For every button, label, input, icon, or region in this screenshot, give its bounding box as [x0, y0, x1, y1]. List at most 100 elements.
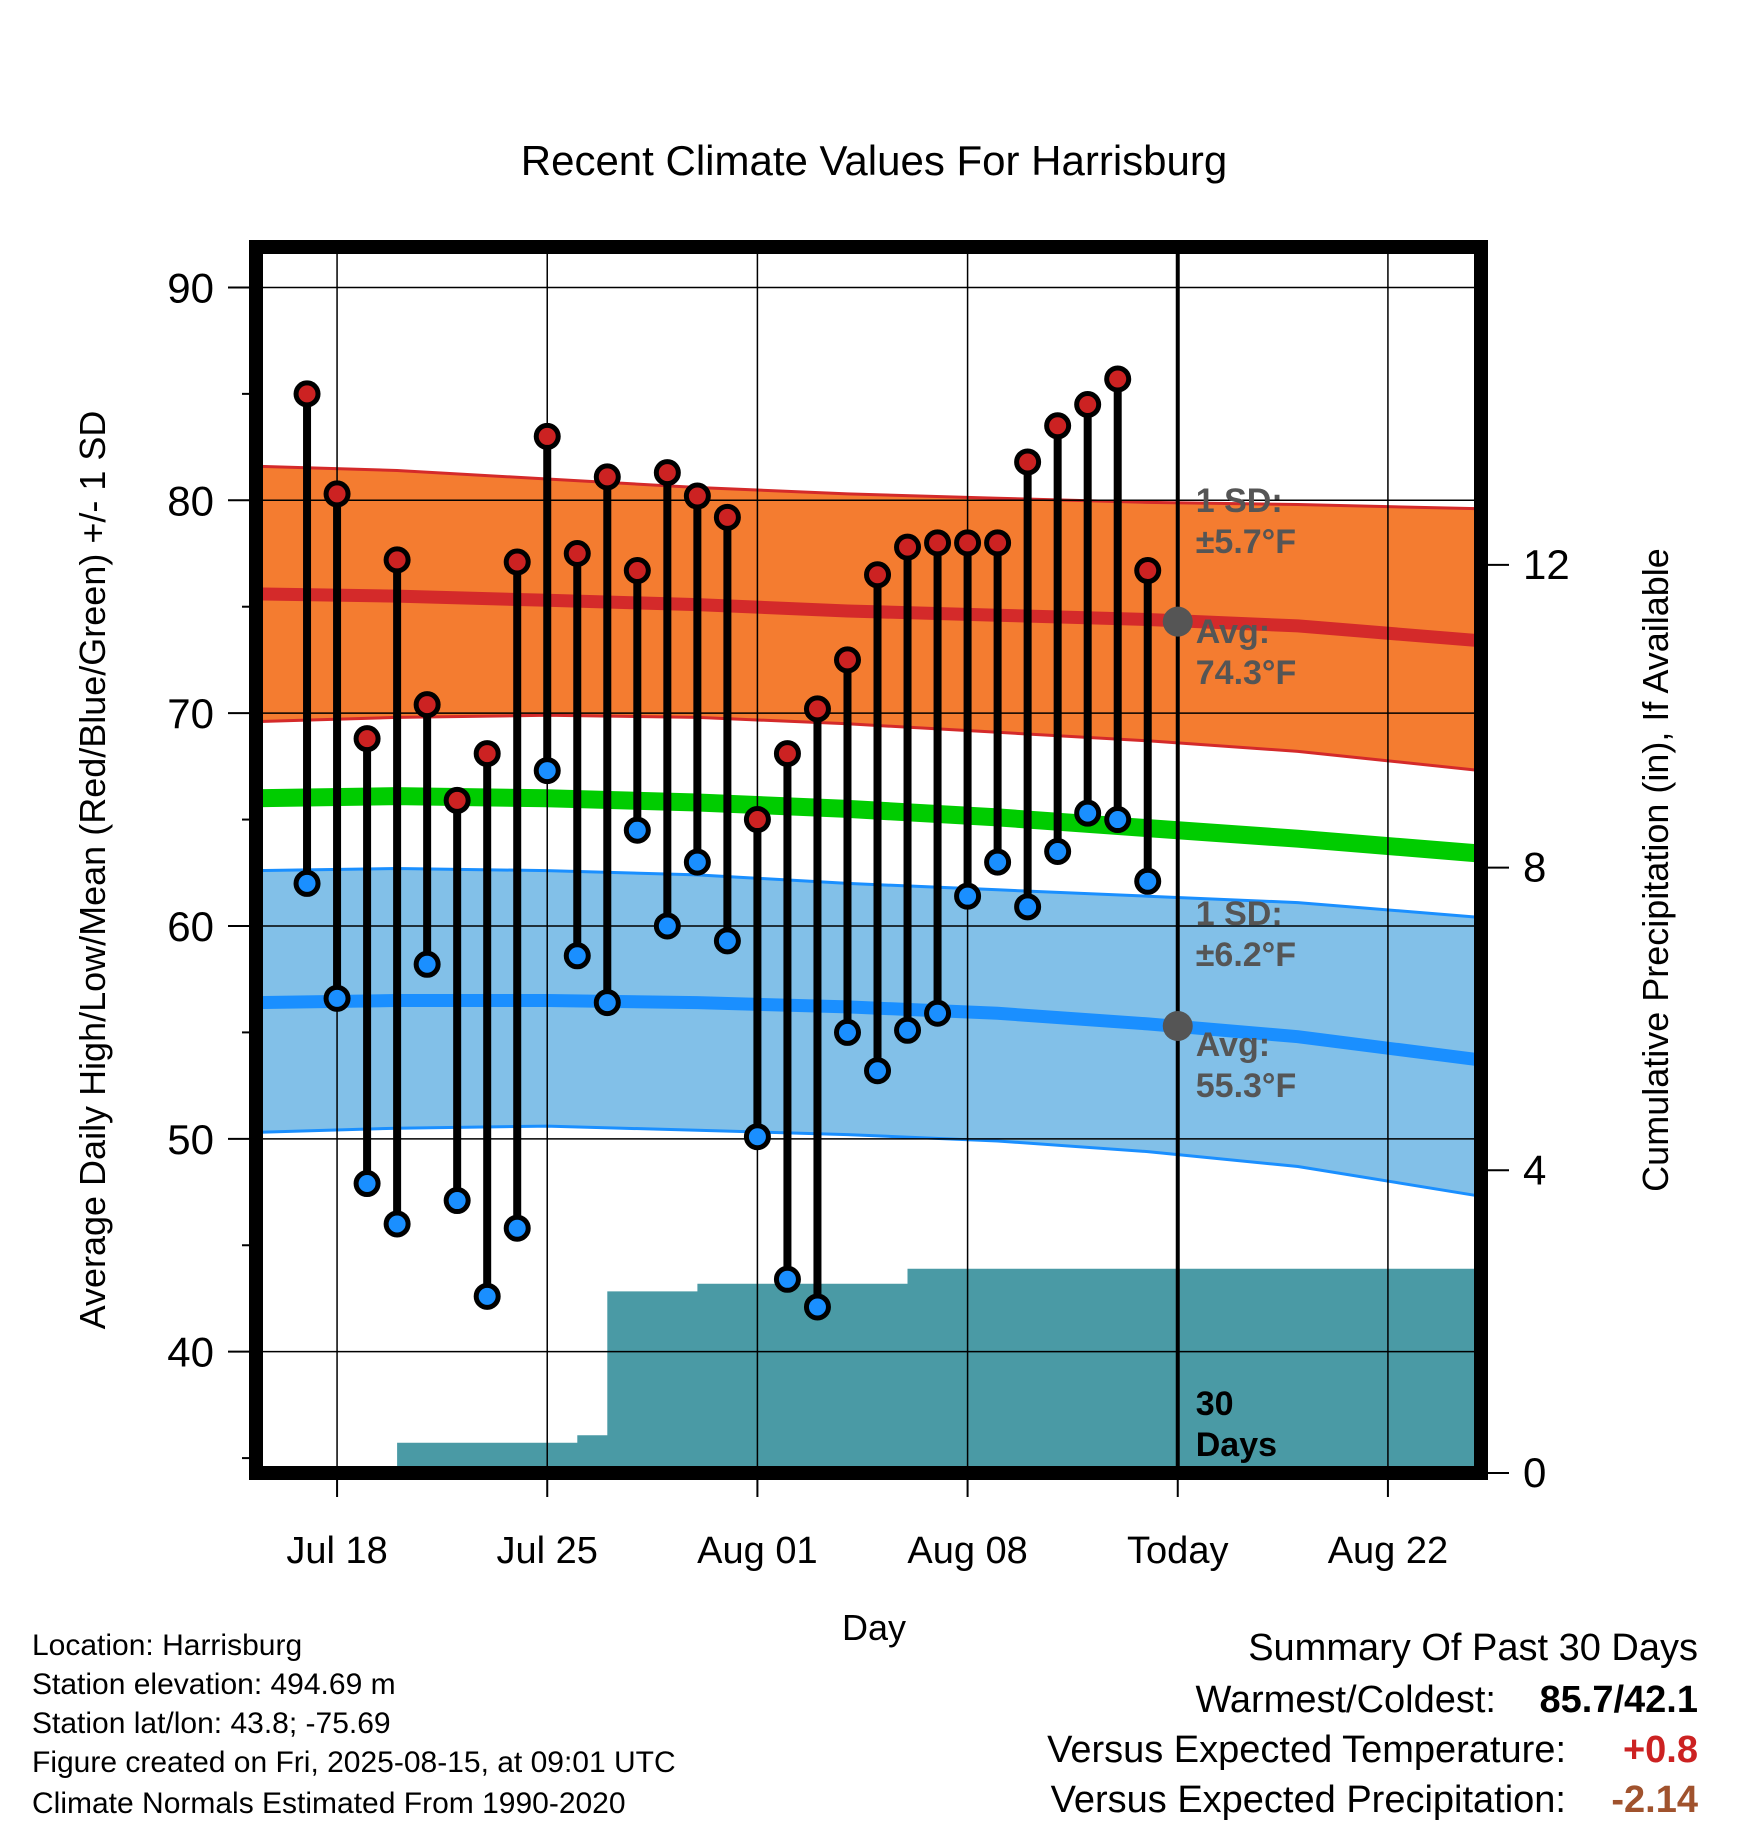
daily-low-point — [954, 882, 982, 910]
daily-high-point — [383, 546, 411, 574]
daily-low-point — [563, 942, 591, 970]
daily-high-point — [1074, 391, 1102, 419]
daily-high-point — [954, 529, 982, 557]
daily-high-point — [443, 786, 471, 814]
daily-high-point — [803, 695, 831, 723]
high-normal-line — [255, 587, 1482, 648]
y2-tick-label: 8 — [1523, 844, 1546, 891]
daily-high-point — [713, 503, 741, 531]
daily-high-point — [924, 529, 952, 557]
y2-axis-label: Cumulative Precipitation (in), If Availa… — [1635, 548, 1676, 1192]
daily-low-point — [593, 989, 621, 1017]
daily-low-point — [833, 1018, 861, 1046]
daily-high-point — [1044, 412, 1072, 440]
daily-high-point — [1014, 448, 1042, 476]
summary-precip-value: -2.14 — [1611, 1779, 1698, 1821]
daily-low-point — [924, 999, 952, 1027]
daily-high-point — [894, 533, 922, 561]
daily-low-point — [293, 869, 321, 897]
daily-high-point — [1104, 365, 1132, 393]
mean-normal-line — [255, 787, 1482, 863]
daily-high-point — [533, 422, 561, 450]
daily-low-point — [353, 1170, 381, 1198]
daily-high-point — [653, 459, 681, 487]
y2-tick-label: 4 — [1523, 1146, 1546, 1193]
daily-low-point — [323, 984, 351, 1012]
low-sd-band — [256, 868, 1481, 1197]
high-avg-label: Avg: — [1196, 613, 1270, 651]
high-sd-upper-line — [255, 464, 1482, 511]
low-avg-label: Avg: — [1196, 1026, 1270, 1064]
high-sd-value: ±5.7°F — [1196, 523, 1296, 561]
daily-low-point — [894, 1016, 922, 1044]
daily-high-point — [473, 740, 501, 768]
summary-precip-label: Versus Expected Precipitation: — [1051, 1779, 1566, 1821]
daily-low-point — [653, 912, 681, 940]
daily-low-point — [413, 950, 441, 978]
y2-tick-label: 12 — [1523, 541, 1570, 588]
y-tick-label: 70 — [167, 690, 214, 737]
daily-high-point — [353, 725, 381, 753]
daily-low-point — [803, 1293, 831, 1321]
daily-high-point — [563, 540, 591, 567]
high-sd-band — [256, 466, 1481, 771]
plot-frame — [249, 240, 1488, 1480]
y-tick-label: 90 — [167, 264, 214, 311]
low-sd-lower-line — [255, 1124, 1482, 1198]
y2-tick-label: 0 — [1523, 1449, 1546, 1496]
y-tick-label: 60 — [167, 903, 214, 950]
daily-low-point — [1014, 893, 1042, 921]
summary-title: Summary Of Past 30 Days — [1248, 1627, 1698, 1669]
daily-low-point — [1134, 867, 1162, 895]
summary-warm-cold-label: Warmest/Coldest: — [1195, 1679, 1496, 1721]
daily-low-point — [443, 1187, 471, 1215]
x-tick-label: Today — [1127, 1530, 1228, 1572]
daily-low-point — [503, 1214, 531, 1242]
daily-high-point — [293, 380, 321, 408]
precip-area — [256, 1268, 1481, 1473]
daily-low-point — [743, 1123, 771, 1151]
summary-temp-value: +0.8 — [1623, 1729, 1698, 1771]
low-sd-label: 1 SD: — [1196, 895, 1283, 933]
high-sd-label: 1 SD: — [1196, 482, 1283, 520]
today-high-avg-marker — [1162, 606, 1193, 637]
daily-low-point — [1074, 799, 1102, 827]
daily-low-point — [1104, 806, 1132, 834]
daily-high-point — [503, 548, 531, 576]
daily-low-point — [864, 1057, 892, 1085]
daily-high-point — [683, 482, 711, 510]
daily-low-point — [773, 1265, 801, 1293]
today-low-avg-marker — [1162, 1011, 1193, 1042]
daily-low-point — [533, 757, 561, 785]
low-sd-value: ±6.2°F — [1196, 936, 1296, 974]
summary-warm-cold-value: 85.7/42.1 — [1540, 1679, 1698, 1721]
daily-high-point — [323, 480, 351, 508]
daily-high-point — [623, 557, 651, 585]
y-tick-label: 40 — [167, 1329, 214, 1376]
footer-created: Figure created on Fri, 2025-08-15, at 09… — [32, 1746, 676, 1779]
days-count-unit: Days — [1196, 1426, 1277, 1464]
x-tick-label: Jul 18 — [286, 1530, 387, 1572]
daily-high-point — [773, 740, 801, 768]
low-avg-value: 55.3°F — [1196, 1067, 1297, 1105]
summary-temp-label: Versus Expected Temperature: — [1047, 1729, 1566, 1771]
high-avg-value: 74.3°F — [1196, 654, 1297, 692]
x-axis-label: Day — [842, 1607, 906, 1648]
daily-low-point — [713, 927, 741, 955]
footer-elevation: Station elevation: 494.69 m — [32, 1668, 396, 1701]
days-count-label: 30 — [1196, 1385, 1234, 1423]
daily-high-point — [743, 806, 771, 834]
y-tick-label: 50 — [167, 1116, 214, 1163]
footer-latlon: Station lat/lon: 43.8; -75.69 — [32, 1707, 391, 1740]
daily-low-point — [683, 848, 711, 876]
daily-high-point — [593, 463, 621, 491]
daily-low-point — [984, 848, 1012, 876]
daily-high-point — [864, 561, 892, 589]
daily-high-point — [413, 691, 441, 719]
y-axis-label: Average Daily High/Low/Mean (Red/Blue/Gr… — [72, 411, 113, 1330]
x-tick-label: Jul 25 — [497, 1530, 598, 1572]
daily-low-point — [1044, 837, 1072, 865]
footer-normals: Climate Normals Estimated From 1990-2020 — [32, 1787, 626, 1820]
